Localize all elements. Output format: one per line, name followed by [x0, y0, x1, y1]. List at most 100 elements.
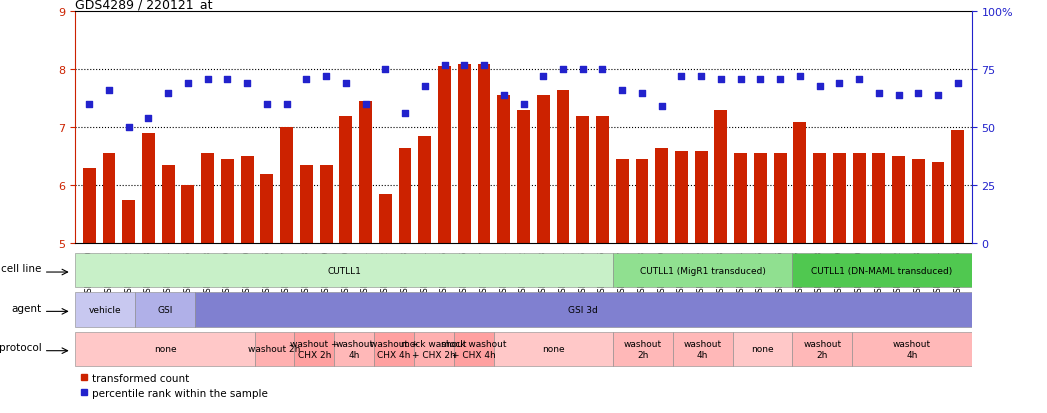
- Bar: [161, 166, 175, 244]
- Bar: [733, 332, 793, 366]
- Point: [219, 76, 236, 83]
- Bar: [794, 122, 806, 244]
- Point: [437, 62, 453, 69]
- Bar: [734, 154, 748, 244]
- Bar: [852, 154, 866, 244]
- Point: [673, 74, 690, 81]
- Text: washout
2h: washout 2h: [803, 339, 842, 358]
- Point: [752, 76, 768, 83]
- Text: washout 2h: washout 2h: [248, 344, 300, 354]
- Point: [279, 102, 295, 108]
- Bar: [319, 166, 333, 244]
- Point: [792, 74, 808, 81]
- Bar: [142, 134, 155, 244]
- Point: [101, 88, 117, 94]
- Point: [614, 88, 630, 94]
- Bar: [774, 154, 786, 244]
- Text: washout
4h: washout 4h: [684, 339, 721, 358]
- Bar: [75, 254, 614, 287]
- Bar: [872, 154, 886, 244]
- Bar: [399, 148, 411, 244]
- Bar: [135, 293, 195, 327]
- Point: [555, 67, 572, 74]
- Point: [811, 83, 828, 90]
- Bar: [334, 332, 374, 366]
- Bar: [195, 293, 972, 327]
- Point: [831, 81, 848, 88]
- Text: washout
4h: washout 4h: [335, 339, 374, 358]
- Text: GSI: GSI: [157, 305, 173, 314]
- Point: [120, 125, 137, 131]
- Point: [772, 76, 788, 83]
- Bar: [339, 116, 352, 244]
- Point: [950, 81, 966, 88]
- Bar: [261, 174, 273, 244]
- Point: [81, 102, 97, 108]
- Bar: [596, 116, 609, 244]
- Text: washout +
CHX 4h: washout + CHX 4h: [370, 339, 419, 358]
- Text: washout +
CHX 2h: washout + CHX 2h: [290, 339, 338, 358]
- Bar: [616, 160, 628, 244]
- Point: [140, 116, 157, 122]
- Point: [199, 76, 216, 83]
- Point: [397, 111, 414, 117]
- Point: [298, 76, 315, 83]
- Point: [495, 93, 512, 99]
- Bar: [557, 90, 570, 244]
- Bar: [181, 186, 195, 244]
- Point: [575, 67, 592, 74]
- Point: [890, 93, 907, 99]
- Bar: [614, 332, 673, 366]
- Text: none: none: [154, 344, 176, 354]
- Point: [910, 90, 927, 97]
- Bar: [103, 154, 115, 244]
- Bar: [414, 332, 453, 366]
- Bar: [493, 332, 614, 366]
- Bar: [241, 157, 253, 244]
- Point: [179, 81, 196, 88]
- Point: [160, 90, 177, 97]
- Text: washout
2h: washout 2h: [624, 339, 662, 358]
- Point: [633, 90, 650, 97]
- Point: [930, 93, 946, 99]
- Bar: [83, 169, 95, 244]
- Point: [337, 81, 354, 88]
- Bar: [299, 166, 313, 244]
- Text: protocol: protocol: [0, 342, 42, 352]
- Bar: [852, 332, 972, 366]
- Bar: [201, 154, 214, 244]
- Bar: [75, 293, 135, 327]
- Bar: [675, 151, 688, 244]
- Text: mock washout
+ CHX 2h: mock washout + CHX 2h: [401, 339, 467, 358]
- Bar: [655, 148, 668, 244]
- Bar: [833, 154, 846, 244]
- Text: CUTLL1 (DN-MAML transduced): CUTLL1 (DN-MAML transduced): [811, 266, 953, 275]
- Point: [535, 74, 552, 81]
- Bar: [892, 157, 905, 244]
- Bar: [477, 64, 490, 244]
- Text: none: none: [542, 344, 564, 354]
- Bar: [453, 332, 493, 366]
- Point: [870, 90, 887, 97]
- Bar: [517, 111, 530, 244]
- Point: [851, 76, 868, 83]
- Point: [653, 104, 670, 111]
- Bar: [281, 128, 293, 244]
- Text: GDS4289 / 220121_at: GDS4289 / 220121_at: [75, 0, 213, 11]
- Bar: [814, 154, 826, 244]
- Point: [455, 62, 472, 69]
- Point: [417, 83, 433, 90]
- Bar: [714, 111, 728, 244]
- Point: [259, 102, 275, 108]
- Bar: [636, 160, 648, 244]
- Bar: [379, 195, 392, 244]
- Bar: [438, 67, 451, 244]
- Point: [693, 74, 710, 81]
- Point: [594, 67, 610, 74]
- Text: agent: agent: [12, 303, 42, 313]
- Bar: [497, 96, 510, 244]
- Bar: [793, 332, 852, 366]
- Point: [357, 102, 374, 108]
- Text: washout
4h: washout 4h: [893, 339, 931, 358]
- Point: [239, 81, 255, 88]
